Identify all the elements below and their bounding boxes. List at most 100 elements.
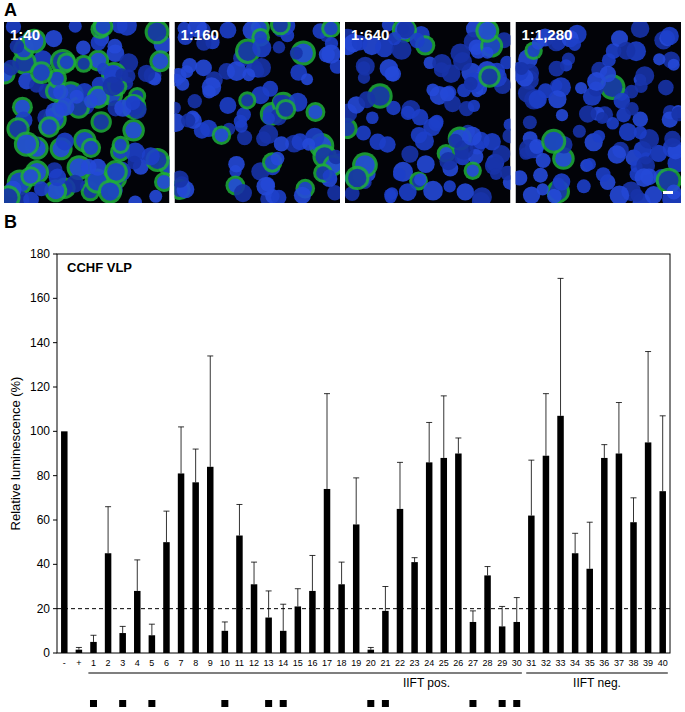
error-stem [633,498,634,522]
nucleus [366,112,379,125]
bar [338,584,345,653]
nucleus [53,85,68,100]
x-tick-label: 40 [658,658,668,668]
y-tick-label: 60 [37,513,51,527]
nucleus [182,58,197,73]
nucleus [329,150,340,165]
error-bar [382,587,388,611]
nucleus [630,189,643,202]
stained-cell [464,162,482,180]
bar [353,524,360,653]
nucleus [500,166,511,181]
bar [630,522,637,653]
x-tick-label: 38 [629,658,639,668]
y-tick [53,431,57,432]
x-tick-label: 15 [293,658,303,668]
error-stem [385,587,386,611]
plot-frame [57,254,670,653]
error-cap [631,497,637,498]
nucleus [219,97,236,114]
bar [528,516,535,653]
nucleus [4,188,18,203]
y-tick-label: 80 [37,469,51,483]
bar [251,584,257,653]
x-tick-label: 39 [643,658,653,668]
error-bar [441,396,447,458]
nucleus [635,66,654,85]
image-background [175,22,341,203]
nucleus [547,189,562,203]
error-cap [499,606,505,607]
error-stem [662,416,663,491]
nucleus [516,62,529,75]
error-cap [120,626,126,627]
error-stem [181,427,182,474]
error-cap [280,604,286,605]
y-tick-label: 120 [30,380,50,394]
micrograph [345,22,511,203]
bar [557,416,564,653]
nucleus [635,168,654,187]
bar [163,542,170,653]
error-cap [645,351,651,352]
group-label: IIFT neg. [573,676,621,690]
nucleus [579,105,596,122]
error-cap [587,522,593,523]
error-stem [312,555,313,590]
nucleus [617,42,635,60]
x-tick-label: 37 [614,658,624,668]
bar [280,631,287,653]
stained-cell [291,40,316,65]
nucleus [529,90,547,108]
stained-cell [345,166,369,190]
nucleus [440,86,455,101]
scale-bar [663,191,673,194]
bar [543,456,550,653]
nucleus [379,136,396,153]
nucleus [423,181,443,201]
nucleus [345,121,355,136]
nucleus [359,91,376,108]
nucleus [327,185,340,200]
nucleus [228,156,245,173]
nucleus [271,190,286,203]
x-tick-label: 4 [135,658,140,668]
nucleus [575,82,587,94]
nucleus [596,167,611,182]
error-bar [485,567,491,576]
error-bar [631,498,637,522]
error-bar [412,558,418,562]
bar [61,431,68,653]
nucleus [84,95,98,109]
nucleus [671,107,681,122]
nucleus [66,175,84,193]
error-cap [76,647,82,648]
nucleus [462,127,481,146]
x-tick-label: 22 [395,658,405,668]
nucleus [472,187,492,203]
x-tick-label: 7 [179,658,184,668]
error-stem [108,507,109,554]
nucleus [103,76,123,96]
stained-cell [90,111,111,132]
nucleus [608,145,626,163]
error-bar [163,511,169,542]
error-bar [105,507,111,554]
error-bar [587,522,593,569]
nucleus [242,68,255,81]
stained-cell [475,22,499,43]
nucleus [631,22,650,38]
error-stem [254,562,255,584]
x-tick-label: 8 [193,658,198,668]
error-stem [443,396,444,458]
nucleus [399,183,417,201]
x-tick-label: 34 [570,658,580,668]
nucleus [70,90,84,104]
error-bar [368,647,374,649]
error-stem [239,504,240,535]
stained-cell [149,50,169,72]
chart-title: CCHF VLP [67,260,132,275]
nucleus [262,81,278,97]
error-bar [470,611,476,622]
error-cap [207,355,213,356]
